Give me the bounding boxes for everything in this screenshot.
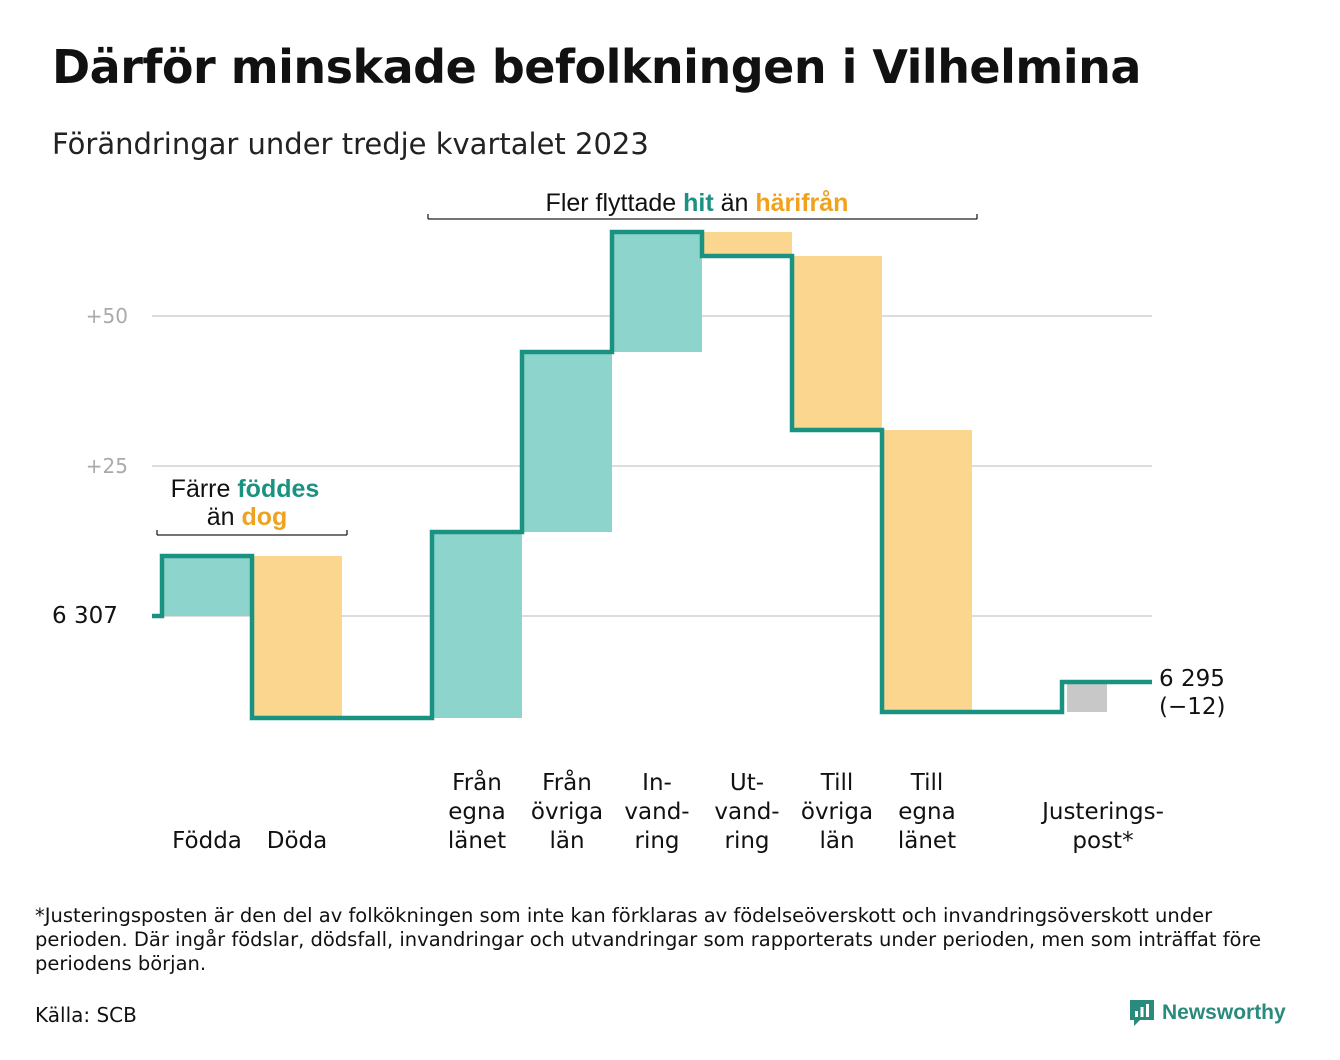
migration-annotation-part: härifrån (755, 189, 848, 217)
category-label-till-ovriga-lan: övriga (801, 799, 873, 825)
category-label-till-ovriga-lan: Till (820, 770, 854, 796)
bar-fran-egna-lanet (432, 532, 522, 718)
y-tick-label: +50 (86, 304, 128, 328)
migration-annotation-part: än (714, 189, 756, 217)
category-label-justeringspost: Justerings- (1040, 799, 1164, 825)
bar-justeringspost (1067, 682, 1107, 712)
end-value-label: 6 295 (1159, 666, 1225, 692)
births-annotation-line1-part: föddes (237, 475, 319, 503)
brand-name: Newsworthy (1162, 1001, 1286, 1024)
page-title: Därför minskade befolkningen i Vilhelmin… (52, 40, 1141, 94)
bar-till-ovriga-lan (792, 256, 882, 430)
y-tick-label: +25 (86, 454, 128, 478)
end-change-label: (−12) (1159, 694, 1225, 720)
bar-fodda (162, 556, 252, 616)
source-label: Källa: SCB (35, 1003, 137, 1027)
category-label-invandring: In- (642, 770, 672, 796)
category-label-fran-egna-lanet: Från (452, 768, 502, 796)
bar-doda (252, 556, 342, 718)
migration-annotation: Fler flyttade hit än härifrån (546, 189, 849, 217)
category-label-till-egna-lanet: egna (898, 799, 955, 825)
category-label-utvandring: ring (724, 828, 769, 854)
category-label-invandring: vand- (624, 799, 689, 825)
start-value-label: 6 307 (52, 603, 118, 629)
category-label-justeringspost: post* (1072, 828, 1133, 854)
births-annotation-line2-part: än (207, 503, 242, 531)
category-label-till-ovriga-lan: län (819, 828, 854, 854)
page-subtitle: Förändringar under tredje kvartalet 2023 (52, 127, 649, 161)
births-annotation-line2-part: dog (241, 503, 287, 531)
newsworthy-logo-icon (1130, 1000, 1154, 1026)
category-label-fran-egna-lanet: länet (448, 828, 506, 854)
births-annotation-line2: än dog (207, 503, 288, 531)
migration-annotation-part: hit (683, 189, 714, 217)
category-label-fodda: Födda (172, 828, 242, 854)
bar-fran-ovriga-lan (522, 352, 612, 532)
category-label-fran-ovriga-lan: län (549, 828, 584, 854)
bar-till-egna-lanet (882, 430, 972, 712)
running-total-line (152, 229, 1152, 721)
category-label-invandring: ring (634, 828, 679, 854)
births-annotation-line1: Färre föddes (171, 475, 320, 503)
category-label-utvandring: Ut- (730, 770, 764, 796)
footnote: *Justeringsposten är den del av folkökni… (35, 904, 1262, 975)
births-annotation-line1-part: Färre (171, 475, 238, 503)
category-label-fran-egna-lanet: egna (448, 799, 505, 825)
bar-utvandring (702, 232, 792, 256)
category-label-fran-ovriga-lan: övriga (531, 799, 603, 825)
category-label-fran-ovriga-lan: Från (542, 768, 592, 796)
migration-annotation-part: Fler flyttade (546, 189, 684, 217)
category-label-doda: Döda (267, 828, 327, 854)
brand-logo: Newsworthy (1128, 998, 1286, 1028)
category-label-till-egna-lanet: Till (910, 770, 944, 796)
bar-invandring (612, 232, 702, 352)
category-label-utvandring: vand- (714, 799, 779, 825)
category-label-till-egna-lanet: länet (898, 828, 956, 854)
